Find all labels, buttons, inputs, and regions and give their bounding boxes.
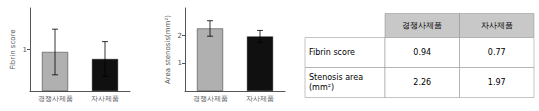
svg-text:1: 1 [178,59,182,67]
svg-text:자사제품: 자사제품 [246,95,274,103]
svg-text:Fibrin score: Fibrin score [9,29,17,69]
svg-text:2.26: 2.26 [413,78,431,87]
svg-text:Fibrin score: Fibrin score [309,48,355,57]
svg-text:1: 1 [23,46,27,54]
svg-text:Stenosis area: Stenosis area [309,73,363,82]
svg-text:2: 2 [178,32,182,40]
svg-text:Area stenosis(mm²): Area stenosis(mm²) [164,15,172,84]
svg-text:경쟁사제품: 경쟁사제품 [38,95,73,103]
svg-text:0.94: 0.94 [413,48,431,57]
svg-text:0.77: 0.77 [488,48,506,57]
svg-text:(mm²): (mm²) [309,83,334,92]
svg-text:경쟁사제품: 경쟁사제품 [402,21,442,30]
svg-text:자사제품: 자사제품 [481,21,513,30]
svg-text:자사제품: 자사제품 [91,95,119,103]
svg-text:1.97: 1.97 [488,78,506,87]
svg-text:경쟁사제품: 경쟁사제품 [193,95,228,103]
